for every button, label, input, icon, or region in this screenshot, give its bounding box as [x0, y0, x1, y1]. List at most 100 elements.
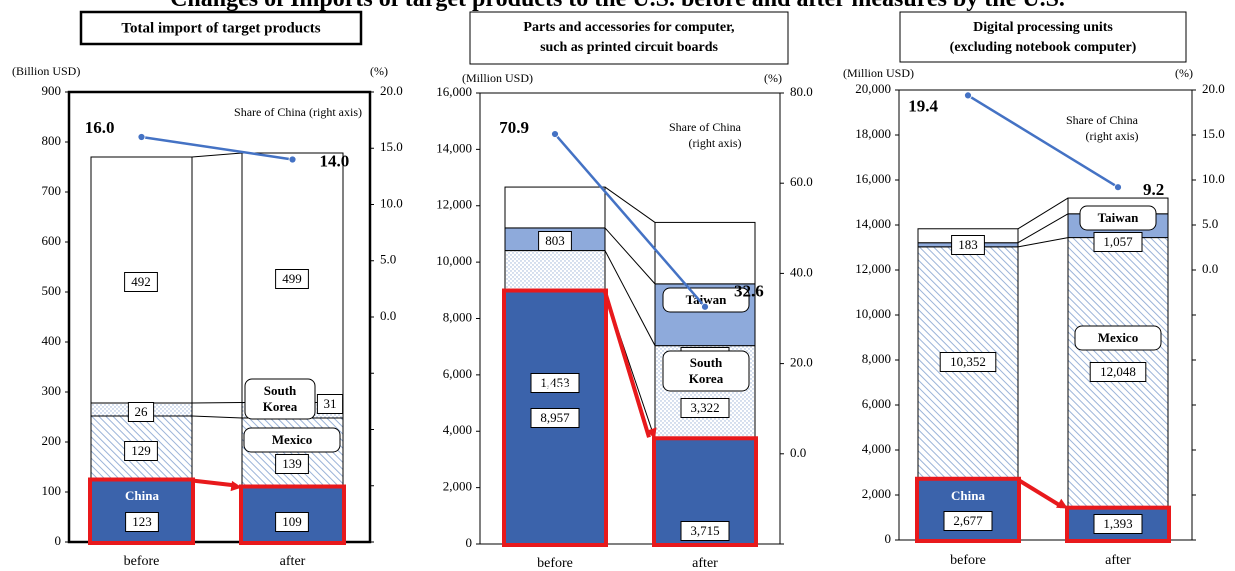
connector-mexico — [191, 415, 243, 419]
panel-2-y-tick-label: 12,000 — [855, 261, 891, 276]
share-value-label: 32.6 — [734, 282, 764, 301]
segment-name-mexico-line-0: Mexico — [272, 432, 312, 447]
value-label-china-before: 123 — [132, 514, 152, 529]
panel-0-y-tick-label: 800 — [42, 133, 62, 148]
panel-1-y2-tick-label: 60.0 — [790, 174, 813, 189]
segment-name-mexico-line-0: Mexico — [1098, 330, 1138, 345]
connector-mexico — [1017, 237, 1069, 248]
page-title: Changes of Imports of target products to… — [0, 0, 1235, 13]
value-label-china-after-box — [1093, 514, 1143, 534]
panel-1-y-tick-label: 12,000 — [436, 197, 472, 212]
china-decline-arrow — [191, 478, 237, 488]
connector-other — [604, 186, 656, 223]
value-label-other-after: 499 — [282, 271, 302, 286]
panel-0-y-tick-label: 600 — [42, 233, 62, 248]
share-value-label: 70.9 — [499, 118, 529, 137]
panel-2-category-label: after — [1105, 553, 1131, 568]
value-label-south_korea-before-box — [530, 373, 580, 393]
value-label-china-after: 3,715 — [690, 523, 719, 538]
segment-name-south_korea-line-1: Korea — [263, 399, 298, 414]
panel-2-y-tick-label: 16,000 — [855, 171, 891, 186]
panel-1-y2-tick-label: 20.0 — [790, 355, 813, 370]
value-label-south_korea-after-box — [316, 394, 344, 414]
connector-south_korea — [604, 250, 656, 346]
segment-name-china: China — [951, 488, 985, 503]
value-label-china-before-box — [943, 511, 993, 531]
china-decline-arrow — [603, 290, 651, 438]
panel-1-category-label: after — [692, 556, 718, 571]
panel-1-y-tick-label: 0 — [466, 535, 473, 550]
panel-0-y-tick-label: 400 — [42, 333, 62, 348]
panel-1-category-label: before — [537, 556, 573, 571]
value-label-mexico-after: 12,048 — [1100, 364, 1136, 379]
value-label-south_korea-before: 1,453 — [540, 375, 569, 390]
panel-0-y2-tick-label: 15.0 — [380, 139, 403, 154]
china-highlight-after — [652, 436, 758, 548]
connector-other — [1017, 197, 1069, 230]
share-value-label: 9.2 — [1143, 180, 1164, 199]
panel-2-y2-tick-label: 10.0 — [1202, 171, 1225, 186]
segment-name-south_korea-line-1: Korea — [689, 371, 724, 386]
value-label-taiwan-after-box — [1093, 232, 1143, 252]
segment-name-taiwan-box — [662, 287, 750, 313]
panel-1-y-tick-label: 16,000 — [436, 84, 472, 99]
panel-2-y-tick-label: 4,000 — [862, 441, 891, 456]
value-label-china-after: 1,393 — [1103, 516, 1132, 531]
panel-1-title-line-2: such as printed circuit boards — [540, 40, 718, 55]
panel-2-y2-tick-label: 20.0 — [1202, 81, 1225, 96]
segment-name-taiwan-line-0: Taiwan — [1098, 210, 1139, 225]
panel-2-y2-tick-label: 0.0 — [1202, 261, 1218, 276]
value-label-south_korea-before: 26 — [135, 404, 149, 419]
segment-name-mexico-box — [243, 427, 341, 453]
segment-name-south_korea-box — [662, 350, 750, 392]
segment-name-south_korea-line-0: South — [690, 355, 723, 370]
panel-1-y-tick-label: 14,000 — [436, 140, 472, 155]
value-label-china-before: 8,957 — [540, 410, 570, 425]
panel-2-y-unit: (Million USD) — [843, 66, 914, 80]
value-label-taiwan-before-box — [951, 235, 985, 255]
value-label-south_korea-after: 31 — [324, 396, 337, 411]
panel-0-y-tick-label: 500 — [42, 283, 62, 298]
panel-1-y2-tick-label: 0.0 — [790, 445, 806, 460]
panel-0-y-tick-label: 700 — [42, 183, 62, 198]
share-point — [551, 130, 559, 138]
value-label-mexico-after-box — [1089, 362, 1147, 382]
panel-2-y2-unit: (%) — [1175, 66, 1193, 80]
panel-0-y2-unit: (%) — [370, 64, 388, 78]
panel-0-title: Total import of target products — [121, 20, 320, 36]
value-label-south_korea-after: 3,322 — [690, 400, 719, 415]
panel-0-y2-tick-label: 10.0 — [380, 195, 403, 210]
value-label-china-before-box — [530, 408, 580, 428]
share-series-label-line-1: Share of China — [1066, 113, 1139, 127]
panel-2-y2-tick-label: 5.0 — [1202, 216, 1218, 231]
panel-1-title-line-1: Parts and accessories for computer, — [523, 20, 734, 35]
panel-2-y-tick-label: 0 — [885, 531, 892, 546]
china-highlight-after — [239, 484, 346, 545]
panel-1-y2-tick-label: 80.0 — [790, 84, 813, 99]
share-value-label: 19.4 — [908, 96, 938, 115]
share-series-label: Share of China (right axis) — [234, 105, 362, 119]
value-label-mexico-before-box — [124, 441, 158, 461]
segment-name-china: China — [125, 488, 159, 503]
panel-0-y2-tick-label: 0.0 — [380, 308, 396, 323]
panel-2-y-tick-label: 10,000 — [855, 306, 891, 321]
value-label-other-before-box — [124, 272, 158, 292]
china-decline-arrow — [1016, 478, 1064, 509]
segment-name-china: China — [538, 378, 572, 393]
share-series-label-line-1: Share of China — [669, 120, 742, 134]
share-line — [967, 94, 1119, 189]
panel-1-y-tick-label: 6,000 — [443, 366, 472, 381]
panel-0-y-tick-label: 100 — [42, 483, 62, 498]
panel-1-y2-tick-label: 40.0 — [790, 264, 813, 279]
panel-1-title-box — [469, 11, 789, 65]
panel-2-y-tick-label: 14,000 — [855, 216, 891, 231]
value-label-mexico-before-box — [939, 352, 997, 372]
connector-south_korea — [191, 402, 243, 404]
value-label-mexico-after: 139 — [282, 456, 302, 471]
panel-0-y2-tick-label: 5.0 — [380, 252, 396, 267]
bar-other-before — [504, 186, 606, 229]
value-label-other-after-box — [275, 269, 309, 289]
panel-2-y-tick-label: 20,000 — [855, 81, 891, 96]
panel-2-title-box — [899, 11, 1187, 63]
china-highlight-before — [915, 476, 1021, 543]
